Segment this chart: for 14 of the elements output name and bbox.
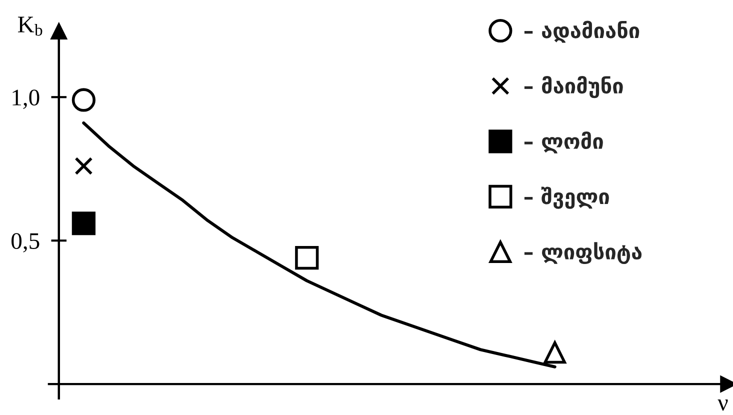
point (72, 212, 96, 236)
point (544, 341, 566, 364)
legend-label: – ლიფსიტა (524, 242, 642, 264)
point (295, 246, 319, 270)
legend-label: – შველი (524, 186, 609, 209)
legend-label: – მაიმუნი (524, 76, 623, 98)
legend-label: – ლომი (524, 131, 603, 154)
point (72, 88, 96, 112)
legend-label: – ადამიანი (524, 20, 640, 43)
text: ν (718, 400, 728, 411)
y-axis-title: K$_{b}$ (18, 16, 42, 36)
y-tick-label: 0,5 (12, 233, 40, 252)
point (74, 156, 93, 176)
y-tick-label: 1,0 (12, 90, 40, 109)
